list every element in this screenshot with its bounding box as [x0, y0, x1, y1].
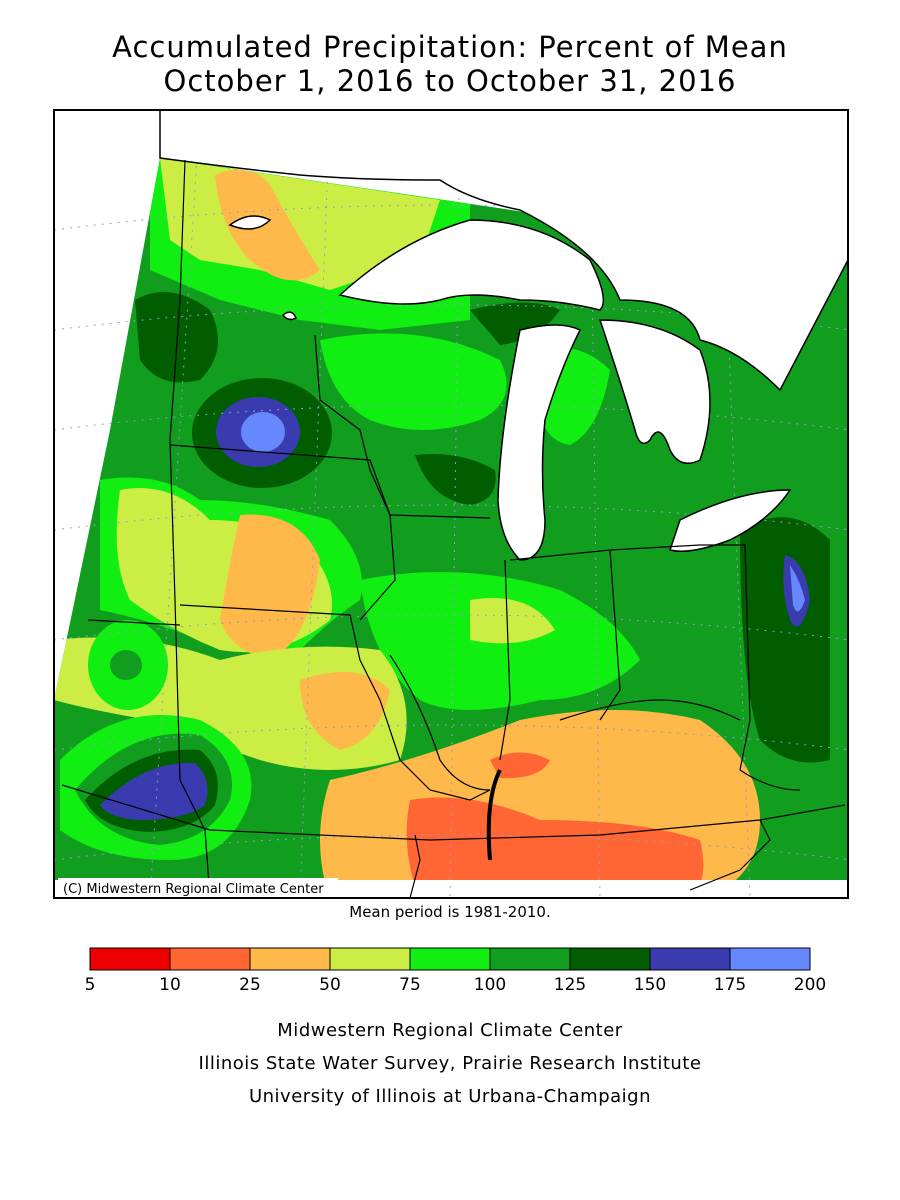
red-lake: [281, 311, 297, 321]
lake-superior: [338, 219, 605, 311]
copyright-box: [58, 878, 338, 897]
legend-tick-175: 175: [713, 975, 747, 995]
legend-tick-25: 25: [239, 975, 261, 995]
mean-period-note: Mean period is 1981-2010.: [349, 903, 551, 921]
map-title-line-1: Accumulated Precipitation: Percent of Me…: [112, 30, 788, 64]
zone-100-125-ks: [110, 650, 142, 680]
zone-125-150-up: [470, 302, 560, 345]
legend-swatch-175-200: [729, 947, 811, 971]
zone-25-50-north-mn: [215, 169, 320, 281]
copyright-text: (C) Midwestern Regional Climate Center: [63, 882, 324, 897]
legend-tick-125: 125: [553, 975, 587, 995]
legend-swatch-100-125: [489, 947, 571, 971]
graticule: [54, 110, 848, 898]
lake-michigan: [497, 324, 582, 561]
zone-125-150-nw: [135, 292, 218, 383]
legend-tick-100: 100: [473, 975, 507, 995]
water-bodies: [159, 110, 848, 561]
legend-swatch-75-100: [409, 947, 491, 971]
lake-erie: [669, 489, 792, 552]
legend-tick-200: 200: [793, 975, 827, 995]
canada-region: [159, 110, 848, 392]
legend-swatch-25-50: [249, 947, 331, 971]
legend-tick-75: 75: [399, 975, 421, 995]
legend-tick-150: 150: [633, 975, 667, 995]
zone-175-200-oh: [790, 565, 805, 612]
credit-line-2: Illinois State Water Survey, Prairie Res…: [198, 1053, 702, 1074]
state-boundaries: [61, 159, 846, 898]
map-title-line-2: October 1, 2016 to October 31, 2016: [163, 64, 737, 98]
credit-line-1: Midwestern Regional Climate Center: [277, 1020, 623, 1041]
zone-125-150-oh: [740, 517, 830, 763]
credit-line-3: University of Illinois at Urbana-Champai…: [248, 1086, 652, 1107]
map-frame: [53, 109, 849, 899]
zone-175-200-mn: [241, 412, 285, 452]
legend-tick-5: 5: [84, 975, 96, 995]
legend-swatch-150-175: [649, 947, 731, 971]
precipitation-map: (C) Midwestern Regional Climate Center: [53, 109, 849, 971]
lake-huron: [598, 319, 711, 465]
legend-tick-10: 10: [159, 975, 181, 995]
legend-swatch-10-25: [169, 947, 251, 971]
zone-10-25-south: [406, 797, 704, 880]
zone-25-50-ia: [220, 514, 320, 660]
legend-swatch-5-10: [89, 947, 171, 971]
lake-of-the-woods: [228, 215, 272, 230]
legend-color-bar: [89, 947, 811, 971]
zone-50-75-il: [470, 598, 555, 644]
zone-25-50-mo: [300, 672, 390, 750]
legend-swatch-125-150: [569, 947, 651, 971]
zone-150-175-sw: [100, 762, 208, 820]
legend-tick-50: 50: [319, 975, 341, 995]
zone-10-25-ky: [490, 752, 550, 779]
legend-swatch-50-75: [329, 947, 411, 971]
